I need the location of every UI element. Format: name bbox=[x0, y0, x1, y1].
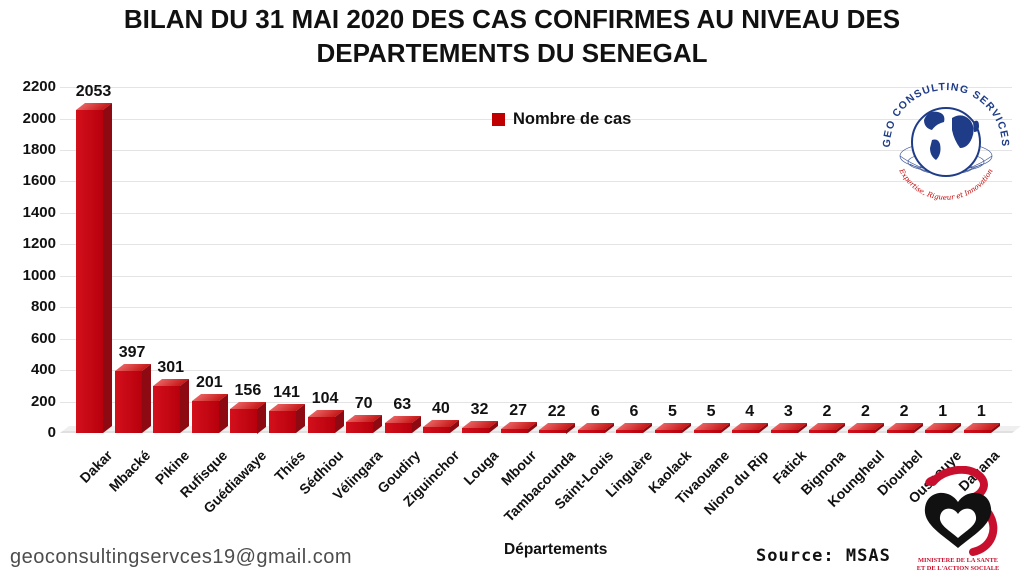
bar bbox=[230, 408, 258, 433]
bar bbox=[655, 430, 682, 433]
bar-side-face bbox=[103, 103, 112, 433]
gridline bbox=[60, 370, 1012, 372]
gridline bbox=[60, 181, 1012, 183]
gridline bbox=[60, 401, 1012, 403]
bar-value-label: 201 bbox=[195, 374, 223, 392]
bar-value-label: 63 bbox=[393, 396, 412, 414]
gridline bbox=[60, 338, 1012, 340]
bar bbox=[963, 430, 991, 433]
chart-title-line2: DEPARTEMENTS DU SENEGAL bbox=[316, 38, 708, 68]
y-axis-tick-label: 1600 bbox=[22, 172, 56, 190]
legend: Nombre de cas bbox=[492, 110, 631, 129]
bar bbox=[770, 430, 798, 433]
x-axis-title: Départements bbox=[504, 541, 608, 558]
source-credit: Source: MSAS bbox=[756, 546, 891, 566]
gridline bbox=[60, 87, 1012, 89]
y-axis-tick-label: 200 bbox=[30, 392, 56, 410]
ministry-logo: MINISTERE DE LA SANTE ET DE L'ACTION SOC… bbox=[917, 466, 999, 572]
bar-value-label: 22 bbox=[547, 402, 566, 420]
bar-value-label: 6 bbox=[590, 403, 600, 420]
gridline bbox=[60, 244, 1012, 246]
y-axis-tick-label: 1800 bbox=[22, 140, 56, 158]
bar-value-label: 397 bbox=[118, 343, 146, 361]
bar-value-label: 27 bbox=[509, 401, 527, 419]
ministry-logo-line1: MINISTERE DE LA SANTE bbox=[918, 557, 998, 564]
y-axis-tick-label: 600 bbox=[30, 329, 56, 347]
bar-value-label: 70 bbox=[354, 395, 373, 412]
bar-value-label: 1 bbox=[976, 403, 986, 420]
globe-continents bbox=[924, 111, 979, 160]
ministry-logo-line2: ET DE L'ACTION SOCIALE bbox=[917, 565, 999, 572]
bar-value-label: 2 bbox=[861, 403, 870, 420]
y-axis-tick-label: 400 bbox=[30, 361, 56, 379]
bar-value-label: 1 bbox=[938, 403, 948, 420]
chart-title-line1: BILAN DU 31 MAI 2020 DES CAS CONFIRMES A… bbox=[123, 4, 901, 34]
bar bbox=[809, 430, 837, 433]
bar bbox=[384, 423, 412, 433]
bar bbox=[848, 430, 875, 433]
y-axis-tick-label: 0 bbox=[47, 424, 56, 441]
bar-value-label: 6 bbox=[629, 403, 639, 420]
gridline bbox=[60, 275, 1012, 277]
bar-value-label: 301 bbox=[157, 358, 185, 376]
legend-swatch-icon bbox=[492, 113, 505, 126]
gridline bbox=[60, 307, 1012, 309]
bar bbox=[153, 385, 181, 433]
y-axis-tick-label: 800 bbox=[30, 298, 56, 316]
bar bbox=[539, 429, 567, 433]
legend-label: Nombre de cas bbox=[513, 110, 632, 128]
bar-value-label: 32 bbox=[470, 401, 489, 418]
bar bbox=[191, 401, 219, 433]
y-axis-tick-label: 1200 bbox=[22, 235, 56, 253]
geo-consulting-logo: GEO CONSULTING SERVICES Expertise, Rigue… bbox=[881, 81, 1010, 202]
bar-value-label: 2 bbox=[822, 403, 832, 420]
gridline bbox=[60, 149, 1012, 151]
bar bbox=[500, 428, 528, 433]
bar bbox=[76, 110, 103, 433]
bar-value-label: 40 bbox=[431, 399, 450, 417]
bar bbox=[732, 430, 760, 433]
bar bbox=[114, 370, 142, 433]
bar bbox=[269, 410, 296, 433]
y-axis-tick-label: 1400 bbox=[22, 203, 56, 221]
gridline bbox=[60, 118, 1012, 120]
bar-value-label: 4 bbox=[745, 403, 755, 420]
bar-value-label: 5 bbox=[706, 403, 716, 420]
chart-title: BILAN DU 31 MAI 2020 DES CAS CONFIRMES A… bbox=[0, 2, 1024, 70]
bar-value-label: 141 bbox=[273, 383, 300, 401]
bar-value-label: 2053 bbox=[75, 83, 112, 101]
bar-value-label: 104 bbox=[311, 389, 339, 407]
bar bbox=[462, 428, 489, 433]
bar bbox=[925, 430, 953, 433]
bar bbox=[577, 430, 605, 433]
bar bbox=[616, 430, 644, 433]
bar bbox=[346, 422, 374, 433]
bar-value-label: 5 bbox=[668, 403, 677, 420]
y-axis-tick-label: 2000 bbox=[22, 109, 56, 127]
bar-value-label: 2 bbox=[899, 403, 909, 420]
bar bbox=[307, 416, 335, 433]
y-axis-tick-label: 1000 bbox=[22, 266, 56, 284]
y-axis-tick-label: 2200 bbox=[22, 78, 56, 96]
heart-inner-icon bbox=[939, 508, 977, 538]
bar bbox=[693, 430, 721, 433]
contact-email: geoconsultingservces19@gmail.com bbox=[10, 546, 353, 568]
bar-value-label: 3 bbox=[783, 403, 793, 420]
bar-value-label: 156 bbox=[234, 381, 262, 399]
bar bbox=[886, 430, 914, 433]
bar bbox=[423, 426, 451, 433]
gridline bbox=[60, 212, 1012, 214]
